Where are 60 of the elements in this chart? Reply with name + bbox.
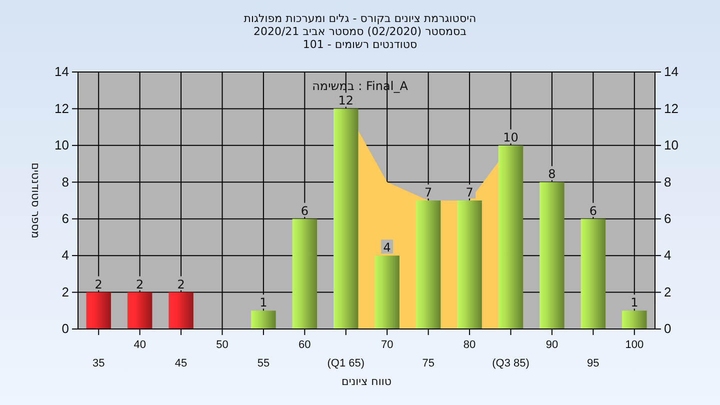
x-tick-label: 95 [587,358,600,370]
data-label: 2 [177,277,185,292]
bar [292,218,318,329]
x-tick-label: 55 [257,358,270,370]
x-tick-label: (Q1 65) [327,358,365,370]
y-tick-label: 4 [62,248,69,263]
bar [540,182,564,329]
chart-title: היסטוגרמת ציונים בקורס - גלים ומערכות מפולגות [244,12,476,25]
y2-tick-label: 8 [664,174,672,190]
x-tick-label: 100 [625,338,644,351]
data-label: 7 [466,186,474,200]
data-label: 1 [630,296,638,310]
bar [86,292,111,329]
x-tick-label: 40 [134,338,146,351]
data-label: 2 [136,277,144,292]
data-label: 10 [503,130,518,144]
y-tick-label: 6 [62,211,69,226]
bar [416,200,441,329]
data-label: 8 [548,167,556,182]
y2-tick-label: 0 [664,321,672,336]
data-label: 1 [260,296,268,310]
data-label: 4 [383,240,391,255]
y2-tick-label: 6 [664,211,672,226]
data-label: 2 [94,277,102,292]
bar [251,310,276,329]
y-axis-title: מספר סטודנטים [29,162,42,238]
bar [580,218,606,329]
x-tick-label: 50 [216,338,228,351]
x-tick-label: (Q3 85) [492,358,530,370]
y2-tick-label: 10 [664,138,678,153]
bar [498,145,524,329]
data-label: 12 [338,94,354,108]
x-tick-label: 35 [92,358,105,370]
x-tick-label: 70 [380,338,394,351]
y2-tick-label: 14 [664,64,678,80]
x-axis-title: טווח ציונים [342,375,392,388]
y-tick-label: 12 [54,100,69,116]
x-tick-label: 80 [463,338,476,351]
x-tick-label: 75 [422,358,434,370]
y-tick-label: 2 [62,284,69,300]
bar [127,292,152,329]
data-label: 6 [300,204,308,218]
data-label: 6 [589,204,597,218]
y2-tick-label: 4 [664,248,672,263]
y-tick-label: 0 [62,321,69,336]
chart-subtitle: בסמסטר (02/2020) סמסטר אביב 2020/21 סטודנטים רשומים - 101 [253,25,467,51]
bar [622,310,647,329]
y2-tick-label: 12 [664,100,678,116]
data-label: 7 [424,186,432,200]
x-tick-label: 60 [298,338,311,351]
y-tick-label: 8 [62,174,69,190]
y2-tick-label: 2 [664,284,672,300]
bar [457,200,482,329]
y-tick-label: 10 [54,138,69,153]
x-tick-label: 45 [174,358,188,370]
bar [374,256,400,329]
bar [334,108,358,329]
bar [168,292,194,329]
x-tick-label: 90 [546,338,558,351]
y-tick-label: 14 [54,64,69,80]
